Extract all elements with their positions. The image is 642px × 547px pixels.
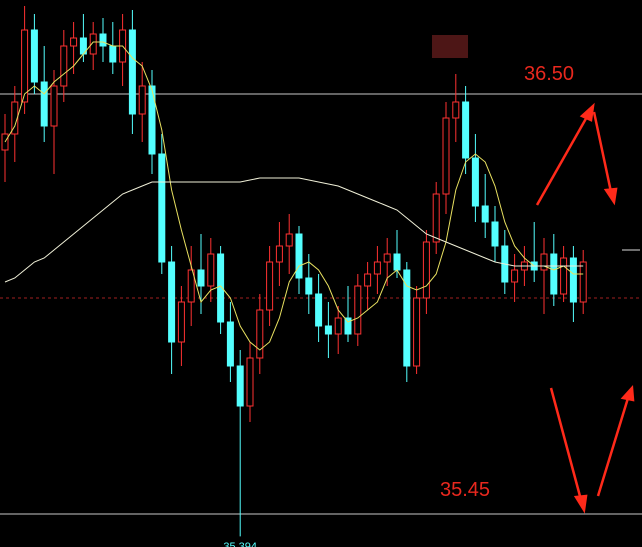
candle-body — [50, 85, 58, 127]
candle-body — [128, 29, 136, 115]
candle-body — [373, 261, 381, 275]
candle-body — [109, 45, 117, 63]
candle-body — [413, 297, 421, 367]
candle-body — [187, 269, 195, 303]
candle-body — [236, 365, 244, 407]
candle-body — [148, 85, 156, 155]
candle-body — [266, 261, 274, 311]
candle-body — [246, 357, 254, 407]
candle-body — [334, 317, 342, 335]
candle-body — [70, 37, 78, 47]
candle-body — [315, 293, 323, 327]
candle-body — [11, 101, 19, 135]
candle-body — [422, 241, 430, 299]
candle-body — [471, 157, 479, 207]
candle-body — [324, 325, 332, 335]
candle-body — [40, 81, 48, 127]
candle-body — [354, 285, 362, 335]
candle-body — [491, 221, 499, 247]
candle-body — [275, 245, 283, 263]
blurred-label — [432, 35, 468, 58]
candle-body — [442, 117, 450, 195]
candle-body — [462, 101, 470, 159]
candle-body — [432, 193, 440, 243]
candle-body — [383, 253, 391, 263]
candle-body — [295, 233, 303, 279]
candle-body — [60, 45, 68, 87]
candle-body — [21, 29, 29, 103]
ma-line — [4, 41, 584, 351]
candle-body — [364, 273, 372, 287]
candle-body — [540, 253, 548, 271]
candle-body — [158, 153, 166, 263]
candle-body — [207, 253, 215, 287]
candle-body — [481, 205, 489, 223]
candle-body — [560, 257, 568, 295]
candle-body — [550, 253, 558, 295]
candle-body — [138, 85, 146, 115]
candle-body — [305, 277, 313, 295]
arrows — [535, 102, 635, 514]
candle-body — [256, 309, 264, 359]
candle-body — [30, 29, 38, 83]
candle-body — [285, 233, 293, 247]
candle-body — [226, 321, 234, 367]
candle-body — [197, 269, 205, 287]
level-label: 36.50 — [524, 63, 574, 85]
candle-body — [579, 261, 587, 303]
candle-body — [177, 301, 185, 343]
candle-body — [344, 317, 352, 335]
candle-body — [569, 257, 577, 303]
candle-body — [217, 253, 225, 323]
candle-body — [168, 261, 176, 343]
ma-line — [4, 177, 584, 283]
candle-body — [511, 269, 519, 283]
low-label: 35.394 — [223, 541, 257, 547]
candle-body — [99, 33, 107, 47]
candle-body — [403, 269, 411, 367]
candle-body — [89, 33, 97, 55]
level-label: 35.45 — [440, 479, 490, 501]
candle-body — [452, 101, 460, 119]
candle-body — [393, 253, 401, 271]
